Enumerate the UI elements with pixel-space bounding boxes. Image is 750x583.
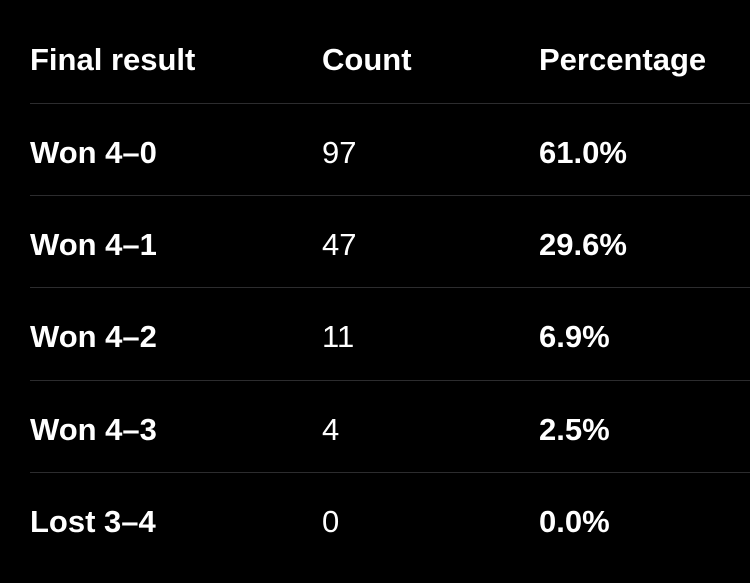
count-cell: 11 <box>322 319 355 355</box>
result-cell: Won 4–1 <box>30 227 157 263</box>
count-cell: 97 <box>322 135 357 170</box>
percentage-cell: 0.0% <box>539 503 610 539</box>
count-cell: 47 <box>322 227 357 263</box>
header-cell: Final result <box>30 42 196 77</box>
percentage-cell: 2.5% <box>539 411 610 447</box>
percentage-cell: 29.6% <box>539 227 627 263</box>
count-cell: 0 <box>322 503 340 539</box>
percentage-cell: 6.9% <box>539 319 610 355</box>
header-cell: Count <box>322 42 412 77</box>
row-separator <box>30 379 750 381</box>
result-cell: Won 4–0 <box>30 135 157 170</box>
result-cell: Won 4–3 <box>30 411 157 447</box>
row-separator <box>30 471 750 473</box>
result-cell: Lost 3–4 <box>30 503 156 539</box>
row-separator <box>30 195 750 197</box>
row-separator <box>30 287 750 289</box>
percentage-cell: 61.0% <box>539 135 627 170</box>
header-cell: Percentage <box>539 42 707 77</box>
count-cell: 4 <box>322 411 340 447</box>
row-separator <box>30 103 750 104</box>
result-cell: Won 4–2 <box>30 319 157 355</box>
